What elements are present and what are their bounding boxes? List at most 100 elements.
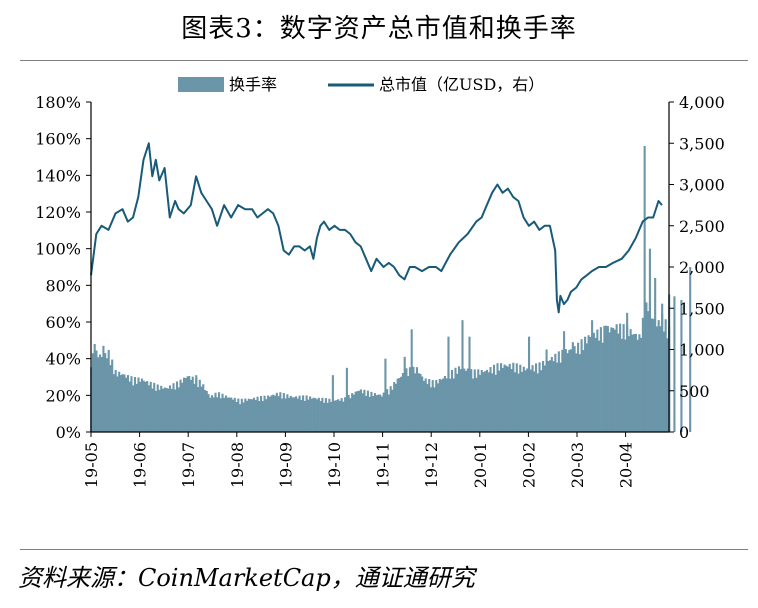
turnover-bar [522,366,525,432]
turnover-bar [647,311,650,432]
turnover-bar [529,369,532,432]
turnover-bar [577,342,580,432]
turnover-bar [195,375,198,432]
turnover-bar [203,390,207,432]
turnover-bar [168,385,172,432]
turnover-bar [347,394,350,432]
turnover-bar [456,373,459,432]
turnover-bar [428,379,431,432]
x-tick-label: 19-07 [179,442,198,488]
turnover-bar [603,325,606,432]
turnover-bar [153,382,156,432]
x-tick-label: 19-06 [131,442,150,488]
turnover-bar [587,335,590,432]
turnover-bar [274,395,277,432]
turnover-bar [277,396,280,432]
turnover-bar [484,371,487,432]
turnover-bar [396,378,399,432]
turnover-bar [139,381,142,432]
turnover-bar [309,396,312,432]
page-title: 图表3：数字资产总市值和换手率 [181,14,577,44]
turnover-bar [622,324,625,432]
turnover-bar [606,326,609,432]
right-tick-label: 1,500 [679,299,725,318]
turnover-bar [431,380,434,432]
turnover-bar [261,401,264,432]
right-tick-label: 2,000 [679,258,725,277]
turnover-bar [633,334,636,432]
turnover-bar [181,382,184,432]
turnover-bar [638,334,641,432]
left-tick-label: 40% [45,350,81,369]
turnover-bar [473,369,476,432]
turnover-bar [98,354,101,432]
turnover-bar [209,397,212,432]
turnover-bar [100,356,103,432]
turnover-bar [496,363,499,432]
turnover-bar [433,387,436,432]
turnover-bar [351,393,354,432]
turnover-bar [239,404,242,432]
turnover-bar [186,376,189,432]
turnover-bar [286,394,289,432]
turnover-bars [90,302,671,432]
turnover-bar [542,360,545,432]
turnover-bar [410,329,413,432]
turnover-bar [435,380,438,432]
turnover-bar [408,367,411,432]
turnover-bar [373,393,376,432]
turnover-bar [510,369,513,432]
turnover-bar [345,367,348,432]
turnover-bar [188,375,191,432]
turnover-bar [384,358,387,432]
left-axis-ticks: 0% 20% 40% 60% 80% 100% 120% 140% 160% 180% [35,93,91,442]
left-tick-label: 140% [35,166,81,185]
turnover-bar [440,379,443,432]
turnover-bar [310,398,313,432]
turnover-bar [573,346,576,432]
turnover-bar [517,373,520,432]
turnover-bar [492,364,496,432]
turnover-bar [540,370,543,432]
turnover-bar [554,353,557,432]
turnover-bar [317,397,320,432]
turnover-bar [643,146,646,432]
x-tick-label: 19-09 [276,442,295,488]
turnover-bar [666,338,669,432]
turnover-bar [328,398,331,432]
turnover-bar [612,327,615,432]
turnover-bar [478,374,482,432]
turnover-bar [494,374,497,432]
turnover-bar [480,369,483,432]
turnover-bar [589,336,592,432]
turnover-bar [251,399,254,432]
turnover-bar [601,342,604,432]
turnover-bar [275,392,278,432]
turnover-bar [291,397,294,432]
turnover-bar [267,395,270,432]
turnover-bar [125,377,128,432]
turnover-bar [196,387,200,432]
turnover-bar [184,378,187,432]
turnover-bar [368,396,371,432]
turnover-bar [335,400,338,432]
turnover-bar [331,375,334,432]
turnover-bar [571,342,574,432]
turnover-bar [648,248,651,432]
x-tick-label: 20-03 [568,442,587,488]
turnover-bar [95,350,98,432]
title-divider [20,60,748,61]
turnover-bar [475,377,478,432]
turnover-bar [109,365,112,432]
right-tick-label: 3,000 [679,176,725,195]
turnover-bar [512,362,515,432]
left-tick-label: 180% [35,93,81,112]
turnover-bar [570,349,573,432]
turnover-bar [253,397,256,432]
turnover-bar [235,401,238,432]
turnover-bar [174,389,177,432]
turnover-bar [268,396,271,432]
turnover-bar [421,376,424,432]
turnover-bar [359,389,362,432]
left-tick-label: 60% [45,313,81,332]
